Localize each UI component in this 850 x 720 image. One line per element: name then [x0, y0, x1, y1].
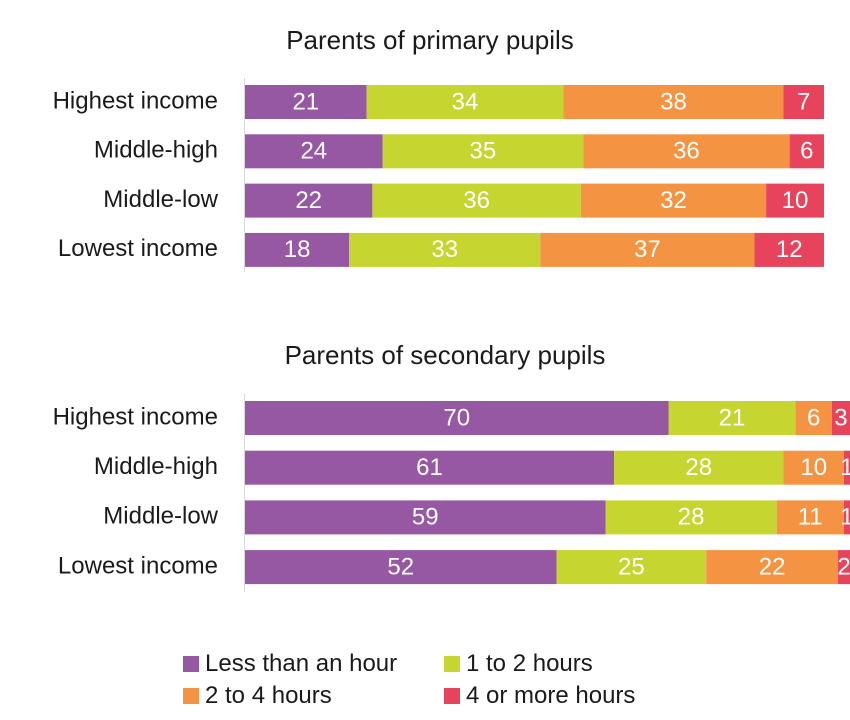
category-label-primary-lowest-income: Lowest income	[58, 235, 218, 262]
data-label-primary-middle-low-less-than-an-hour: 22	[295, 187, 322, 214]
data-label-primary-middle-high-2-to-4-hours: 36	[673, 138, 700, 165]
legend-swatch-2-to-4-hours	[183, 688, 199, 704]
bar-primary-middle-high-1-to-2-hours	[382, 134, 584, 169]
data-label-secondary-lowest-income-less-than-an-hour: 52	[387, 553, 414, 580]
data-label-secondary-middle-high-2-to-4-hours: 10	[800, 454, 827, 481]
data-label-primary-lowest-income-2-to-4-hours: 37	[634, 236, 661, 263]
data-label-primary-middle-high-4-or-more-hours: 6	[800, 138, 813, 165]
bar-secondary-middle-high-1-to-2-hours	[614, 450, 784, 485]
data-label-secondary-middle-low-1-to-2-hours: 28	[678, 504, 705, 531]
data-label-primary-highest-income-1-to-2-hours: 34	[452, 88, 479, 115]
data-label-secondary-lowest-income-1-to-2-hours: 25	[618, 553, 645, 580]
bar-primary-middle-high-2-to-4-hours	[583, 134, 790, 169]
bar-secondary-middle-low-4-or-more-hours	[843, 500, 850, 535]
bar-primary-highest-income-2-to-4-hours	[563, 85, 784, 119]
legend-item-2-to-4-hours: 2 to 4 hours	[183, 682, 332, 710]
data-label-secondary-middle-low-less-than-an-hour: 59	[412, 504, 439, 531]
category-label-secondary-middle-low: Middle-low	[103, 503, 218, 530]
bar-primary-highest-income-4-or-more-hours	[783, 85, 824, 119]
bar-primary-middle-low-1-to-2-hours	[372, 183, 581, 218]
data-label-secondary-lowest-income-4-or-more-hours: 2	[837, 553, 850, 580]
bar-primary-lowest-income-1-to-2-hours	[349, 232, 541, 267]
legend-label-4-or-more-hours: 4 or more hours	[466, 682, 636, 709]
bar-secondary-highest-income-4-or-more-hours	[831, 401, 850, 435]
legend-label-2-to-4-hours: 2 to 4 hours	[205, 682, 332, 709]
data-label-primary-highest-income-2-to-4-hours: 38	[660, 88, 687, 115]
bar-secondary-middle-high-2-to-4-hours	[783, 450, 844, 485]
legend-swatch-4-or-more-hours	[444, 688, 460, 704]
data-label-secondary-highest-income-2-to-4-hours: 6	[807, 404, 820, 431]
bar-secondary-highest-income-less-than-an-hour	[245, 401, 669, 435]
bar-primary-highest-income-less-than-an-hour	[245, 85, 367, 119]
legend: Less than an hour 1 to 2 hours 2 to 4 ho…	[183, 650, 703, 720]
bar-secondary-highest-income-1-to-2-hours	[668, 401, 796, 435]
legend-label-1-to-2-hours: 1 to 2 hours	[466, 650, 593, 677]
category-label-secondary-highest-income: Highest income	[53, 403, 218, 430]
data-label-secondary-highest-income-1-to-2-hours: 21	[719, 404, 746, 431]
data-label-primary-lowest-income-less-than-an-hour: 18	[284, 236, 311, 263]
category-label-secondary-lowest-income: Lowest income	[58, 552, 218, 579]
bar-secondary-lowest-income-4-or-more-hours	[838, 550, 850, 585]
bar-secondary-middle-high-less-than-an-hour	[245, 450, 615, 485]
data-label-secondary-middle-low-2-to-4-hours: 11	[798, 504, 823, 531]
legend-item-4-or-more-hours: 4 or more hours	[444, 682, 635, 710]
bar-secondary-middle-high-4-or-more-hours	[843, 450, 850, 485]
data-label-secondary-highest-income-less-than-an-hour: 70	[443, 404, 470, 431]
chart-title-secondary: Parents of secondary pupils	[285, 340, 606, 370]
legend-item-1-to-2-hours: 1 to 2 hours	[444, 650, 593, 678]
bar-secondary-middle-low-1-to-2-hours	[605, 500, 777, 535]
bar-primary-middle-low-4-or-more-hours	[766, 183, 824, 218]
chart-title-primary: Parents of primary pupils	[286, 25, 574, 55]
bar-secondary-lowest-income-2-to-4-hours	[706, 550, 839, 585]
category-label-primary-middle-high: Middle-high	[94, 137, 218, 164]
data-label-primary-lowest-income-1-to-2-hours: 33	[431, 236, 458, 263]
data-label-primary-highest-income-4-or-more-hours: 7	[797, 88, 810, 115]
category-label-primary-highest-income: Highest income	[53, 87, 218, 114]
bar-primary-lowest-income-less-than-an-hour	[245, 232, 350, 267]
bar-secondary-middle-low-less-than-an-hour	[245, 500, 606, 535]
data-label-secondary-highest-income-4-or-more-hours: 3	[834, 404, 847, 431]
bar-secondary-highest-income-2-to-4-hours	[795, 401, 832, 435]
legend-label-less-than-an-hour: Less than an hour	[205, 650, 398, 677]
legend-item-less-than-an-hour: Less than an hour	[183, 650, 397, 678]
bar-primary-highest-income-1-to-2-hours	[366, 85, 564, 119]
data-label-secondary-middle-high-1-to-2-hours: 28	[685, 454, 712, 481]
data-label-primary-middle-low-2-to-4-hours: 32	[660, 187, 687, 214]
data-label-primary-lowest-income-4-or-more-hours: 12	[776, 236, 803, 263]
category-label-primary-middle-low: Middle-low	[103, 186, 218, 213]
bar-secondary-lowest-income-1-to-2-hours	[556, 550, 707, 585]
data-label-primary-highest-income-less-than-an-hour: 21	[292, 88, 319, 115]
legend-swatch-1-to-2-hours	[444, 656, 460, 672]
data-label-secondary-middle-low-4-or-more-hours: 1	[840, 504, 850, 531]
data-label-secondary-middle-high-less-than-an-hour: 61	[416, 454, 443, 481]
bar-secondary-middle-low-2-to-4-hours	[776, 500, 844, 535]
data-label-primary-middle-low-4-or-more-hours: 10	[782, 187, 809, 214]
bar-primary-middle-high-4-or-more-hours	[789, 134, 824, 169]
data-label-secondary-middle-high-4-or-more-hours: 1	[840, 454, 850, 481]
data-label-primary-middle-high-less-than-an-hour: 24	[300, 138, 327, 165]
bar-primary-lowest-income-4-or-more-hours	[754, 232, 824, 267]
bar-primary-middle-low-less-than-an-hour	[245, 183, 373, 218]
bar-primary-lowest-income-2-to-4-hours	[540, 232, 755, 267]
category-label-secondary-middle-high: Middle-high	[94, 453, 218, 480]
legend-swatch-less-than-an-hour	[183, 656, 199, 672]
bar-primary-middle-high-less-than-an-hour	[245, 134, 383, 169]
data-label-secondary-lowest-income-2-to-4-hours: 22	[759, 553, 786, 580]
bar-primary-middle-low-2-to-4-hours	[580, 183, 767, 218]
data-label-primary-middle-high-1-to-2-hours: 35	[470, 138, 497, 165]
data-label-primary-middle-low-1-to-2-hours: 36	[463, 187, 490, 214]
stacked-bar-charts: Parents of primary pupils Highest income 2…	[53, 25, 850, 592]
bar-secondary-lowest-income-less-than-an-hour	[245, 550, 557, 585]
